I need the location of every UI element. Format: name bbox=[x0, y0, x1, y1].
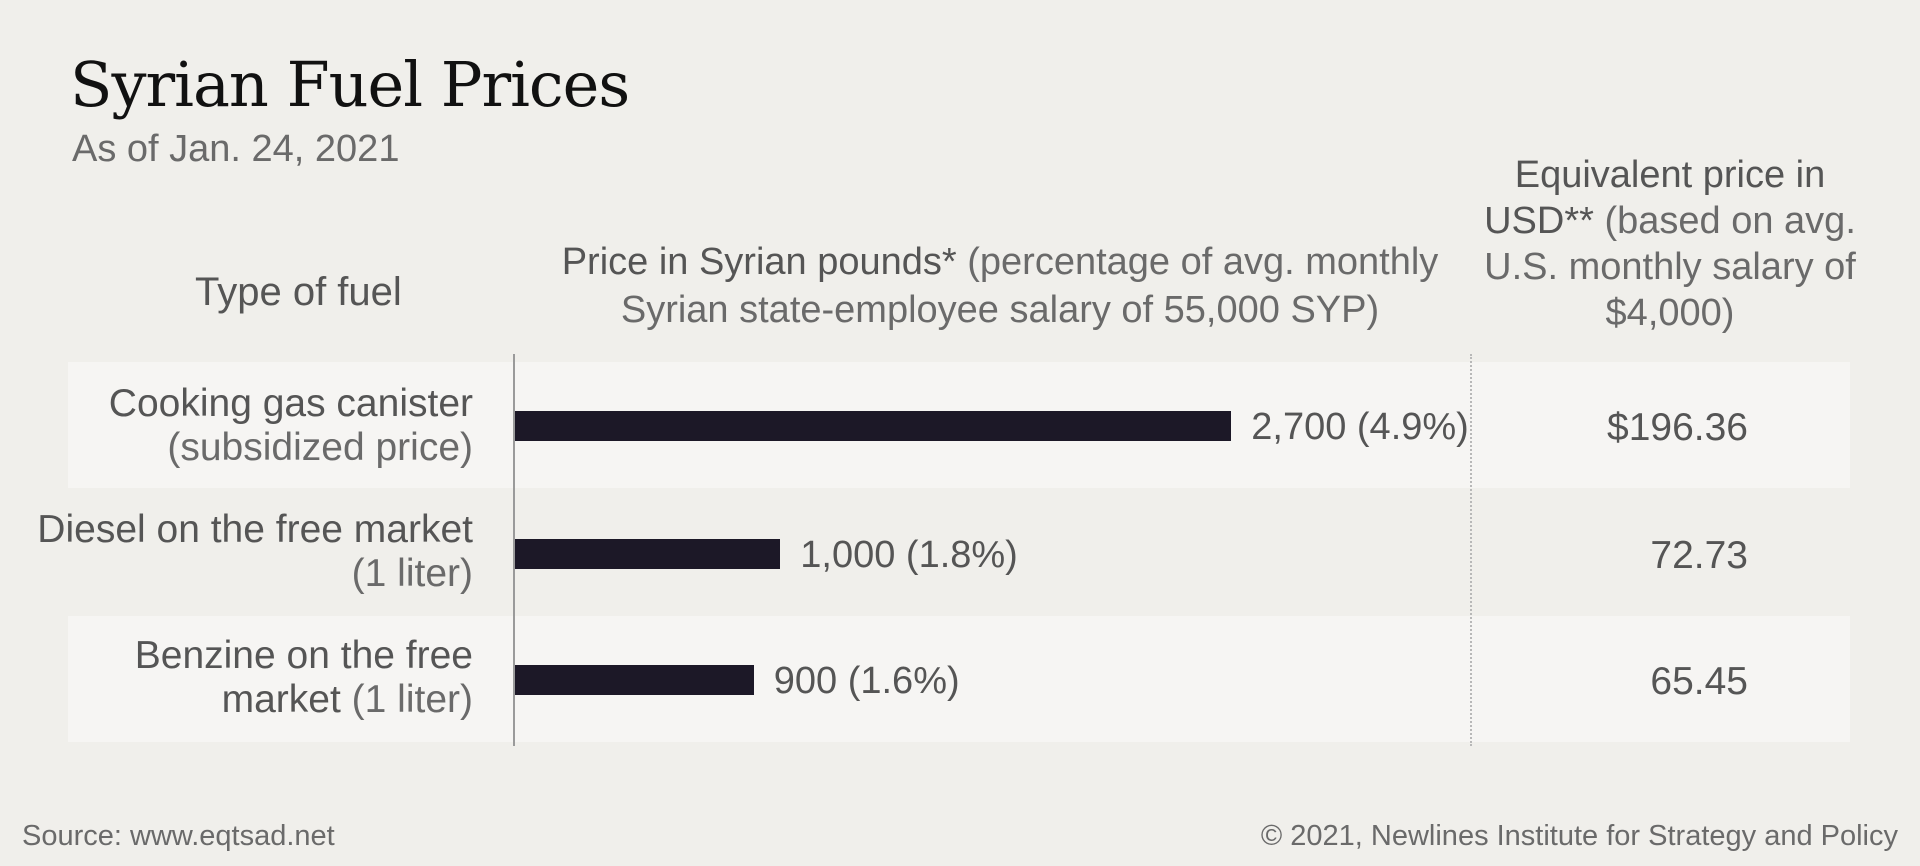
value-label-2: 900 (1.6%) bbox=[773, 660, 960, 702]
value-label-0: 2,700 (4.9%) bbox=[1251, 406, 1469, 448]
category-label-1: Diesel on the free market (1 liter) bbox=[33, 508, 473, 596]
column-header-usd-main: Equivalent price in USD** bbox=[1484, 154, 1826, 242]
column-header-price: Price in Syrian pounds* (percentage of a… bbox=[520, 238, 1480, 334]
usd-label-2: 65.45 bbox=[1650, 660, 1748, 703]
category-label-1-sub: (1 liter) bbox=[351, 552, 473, 595]
column-header-usd: Equivalent price in USD** (based on avg.… bbox=[1470, 152, 1870, 336]
chart-title: Syrian Fuel Prices bbox=[70, 48, 630, 121]
category-label-0-main: Cooking gas canister bbox=[108, 382, 473, 425]
source-note: Source: www.eqtsad.net bbox=[22, 820, 335, 852]
chart-subtitle: As of Jan. 24, 2021 bbox=[72, 128, 400, 170]
bar-2 bbox=[515, 665, 754, 695]
category-label-0: Cooking gas canister (subsidized price) bbox=[33, 382, 473, 470]
category-label-2-sub: (1 liter) bbox=[340, 678, 473, 721]
value-label-1: 1,000 (1.8%) bbox=[800, 534, 1018, 576]
usd-label-0: $196.36 bbox=[1607, 406, 1748, 449]
copyright-note: © 2021, Newlines Institute for Strategy … bbox=[1260, 820, 1898, 852]
column-header-usd-note: (based on avg. U.S. monthly salary of $4… bbox=[1484, 200, 1856, 334]
column-header-price-main: Price in Syrian pounds* bbox=[561, 241, 957, 283]
row-background-1 bbox=[68, 488, 1850, 614]
row-background-2 bbox=[68, 616, 1850, 742]
category-label-1-main: Diesel on the free market bbox=[37, 508, 473, 551]
bar-0 bbox=[515, 411, 1232, 441]
column-header-price-note: (percentage of avg. monthly Syrian state… bbox=[620, 241, 1439, 331]
column-header-type: Type of fuel bbox=[195, 270, 402, 314]
value-axis-line bbox=[513, 354, 515, 746]
column-divider bbox=[1470, 354, 1472, 746]
category-label-2-main: Benzine on the free market bbox=[134, 634, 473, 721]
bar-1 bbox=[515, 539, 781, 569]
usd-label-1: 72.73 bbox=[1650, 534, 1748, 577]
category-label-0-sub: (subsidized price) bbox=[167, 426, 473, 469]
category-label-2: Benzine on the free market (1 liter) bbox=[33, 634, 473, 722]
